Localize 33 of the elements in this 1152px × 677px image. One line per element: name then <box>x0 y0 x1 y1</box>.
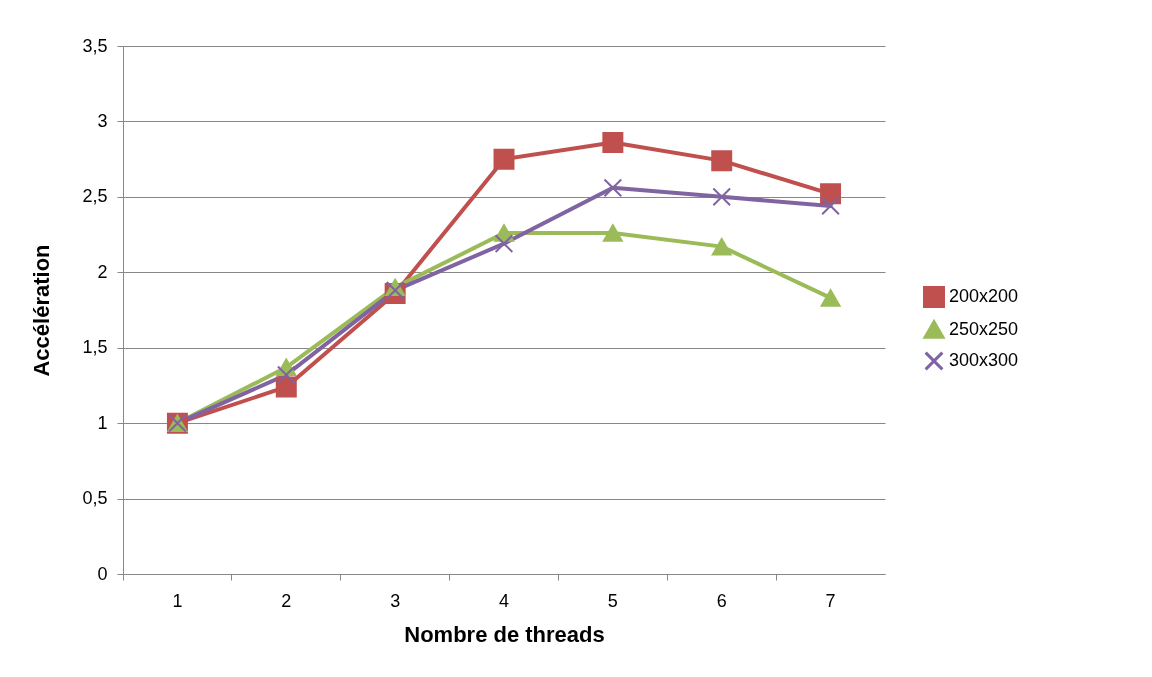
x-axis-title: Nombre de threads <box>404 621 605 647</box>
point <box>711 237 732 256</box>
x-tick-label: 4 <box>498 590 510 611</box>
point <box>712 187 732 207</box>
legend-label: 200x200 <box>949 286 1019 306</box>
point <box>820 183 842 205</box>
x-tick-label: 2 <box>281 590 292 611</box>
point <box>494 234 514 253</box>
point <box>276 365 296 385</box>
point <box>493 148 515 170</box>
y-tick-label: 2 <box>97 261 108 282</box>
point <box>820 289 841 307</box>
y-tick-label: 3,5 <box>82 35 108 56</box>
y-tick-label: 1,5 <box>82 337 108 358</box>
y-tick-label: 0 <box>97 563 108 584</box>
point <box>603 178 623 198</box>
y-tick-label: 3 <box>97 110 108 131</box>
x-tick-label: 7 <box>825 590 836 611</box>
legend-label: 300x300 <box>949 350 1019 370</box>
x-tick-label: 5 <box>607 590 618 611</box>
point <box>821 196 840 216</box>
point <box>275 376 297 398</box>
y-tick-label: 0,5 <box>82 488 108 509</box>
x-tick-label: 3 <box>390 590 401 611</box>
y-axis-title: Accélération <box>29 244 55 377</box>
legend-label: 250x250 <box>949 318 1019 339</box>
point <box>711 150 733 172</box>
x-tick-label: 1 <box>172 590 183 611</box>
point <box>602 224 623 242</box>
x-tick-label: 6 <box>716 590 727 611</box>
y-tick-label: 2,5 <box>82 186 108 207</box>
point <box>602 132 624 154</box>
y-tick-label: 1 <box>97 412 108 433</box>
